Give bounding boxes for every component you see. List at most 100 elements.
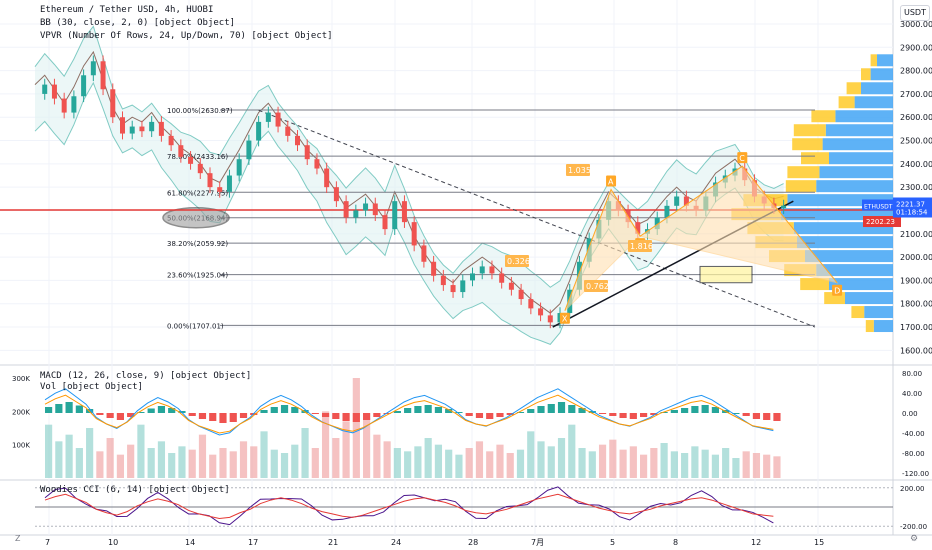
candle-body xyxy=(518,289,524,300)
candle-body xyxy=(372,203,378,216)
volume-bar xyxy=(496,444,504,478)
time-tick-label: 24 xyxy=(391,538,401,547)
vpvr-bar-up xyxy=(864,306,893,319)
timezone-icon[interactable]: Z xyxy=(15,534,21,543)
price-tick-label: 1900.00 xyxy=(900,276,932,285)
macd-histogram-bar xyxy=(516,412,525,413)
volume-bar xyxy=(588,451,596,478)
volume-bar xyxy=(568,424,576,478)
time-tick-label: 14 xyxy=(185,538,195,547)
candle-body xyxy=(304,145,310,160)
candle-body xyxy=(324,168,330,188)
candle-body xyxy=(120,117,126,134)
candle-body xyxy=(450,285,456,293)
harmonic-point-label: X xyxy=(562,315,568,324)
time-tick-label: 21 xyxy=(328,538,338,547)
candle-body xyxy=(421,245,427,262)
price-tick-label: 2100.00 xyxy=(900,230,932,239)
macd-tick-label: -80.00 xyxy=(902,450,925,458)
cci-tick-label: 200.00 xyxy=(900,485,925,493)
volume-bar xyxy=(363,418,371,478)
time-tick-label: 7月 xyxy=(531,538,544,547)
candle-body xyxy=(479,266,485,274)
volume-bar xyxy=(598,444,607,478)
macd-histogram-bar xyxy=(219,413,227,423)
harmonic-ratio-label: 0.326 xyxy=(507,257,530,266)
harmonic-ratio-label: 1.035 xyxy=(568,166,591,175)
vol-tick-label: 100K xyxy=(12,442,30,450)
bb-legend[interactable]: BB (30, close, 2, 0) [object Object] xyxy=(40,18,236,28)
candle-body xyxy=(781,205,787,209)
settings-gear-icon[interactable]: ⚙ xyxy=(910,534,919,544)
harmonic-point-badge xyxy=(606,175,617,187)
candle-body xyxy=(392,201,398,230)
candle-body xyxy=(217,187,223,192)
bollinger-upper xyxy=(34,25,784,288)
macd-histogram-bar xyxy=(147,408,155,413)
volume-bar xyxy=(701,449,709,478)
vpvr-bar-down xyxy=(824,292,845,305)
harmonic-point-label: C xyxy=(739,154,745,163)
macd-histogram-bar xyxy=(239,413,248,418)
macd-histogram-bar xyxy=(763,413,771,420)
candle-body xyxy=(353,210,359,218)
macd-histogram-bar xyxy=(752,413,761,419)
candle-body xyxy=(275,112,281,127)
macd-histogram-bar xyxy=(773,413,781,421)
trendline-dashed xyxy=(258,109,816,328)
vpvr-legend[interactable]: VPVR (Number Of Rows, 24, Up/Down, 70) [… xyxy=(40,31,333,41)
vpvr-bar-up xyxy=(822,138,893,151)
cci-tick-label: -200.00 xyxy=(900,523,927,531)
macd-histogram-bar xyxy=(45,407,53,413)
vol-tick-label: 300K xyxy=(12,375,30,383)
time-tick-label: 7 xyxy=(45,538,50,547)
volume-bar xyxy=(219,448,227,478)
candle-body xyxy=(236,159,242,176)
vpvr-bar-up xyxy=(873,320,893,333)
price-tick-label: 1700.00 xyxy=(900,323,932,332)
macd-tick-label: -40.00 xyxy=(902,430,925,438)
candle-body xyxy=(207,173,213,188)
volume-bar xyxy=(722,448,730,478)
volume-bar xyxy=(342,421,350,478)
fib-level-label: 78.60%(2433.16) xyxy=(167,153,228,161)
symbol-title: Ethereum / Tether USD, 4h, HUOBI xyxy=(40,5,214,15)
volume-bar xyxy=(414,446,422,478)
volume-bar xyxy=(45,424,53,478)
macd-histogram-bar xyxy=(75,405,83,413)
vpvr-bar-down xyxy=(785,180,817,193)
macd-histogram-bar xyxy=(260,410,268,413)
macd-legend[interactable]: MACD (12, 26, close, 9) [object Object] xyxy=(40,371,252,381)
harmonic-ratio-label: 0.762 xyxy=(586,282,609,291)
candle-body xyxy=(654,217,660,230)
vpvr-bar-up xyxy=(805,250,893,263)
price-tick-label: 3000.00 xyxy=(900,20,932,29)
macd-histogram-bar xyxy=(445,409,453,413)
currency-badge[interactable]: USDT xyxy=(900,5,930,21)
cci-legend[interactable]: Woodies CCI (6, 14) [object Object] xyxy=(40,485,230,495)
candle-body xyxy=(431,261,437,276)
last-price-timer: 01:18:54 xyxy=(896,208,928,216)
price-tick-label: 2800.00 xyxy=(900,67,932,76)
harmonic-point-badge xyxy=(832,284,843,296)
candle-body xyxy=(110,89,116,118)
candle-body xyxy=(226,175,232,192)
macd-histogram-bar xyxy=(332,413,340,419)
harmonic-point-badge xyxy=(559,312,570,324)
vol-tick-label: 200K xyxy=(12,408,30,416)
volume-bar xyxy=(270,449,278,478)
vol-legend[interactable]: Vol [object Object] xyxy=(40,382,143,392)
macd-tick-label: 80.00 xyxy=(902,370,922,378)
red-level-tag xyxy=(863,216,901,228)
volume-bar xyxy=(516,449,525,478)
vpvr-bar-up xyxy=(781,208,893,221)
vpvr-bar-up xyxy=(829,152,893,165)
volume-bar xyxy=(445,449,453,478)
candle-body xyxy=(129,126,135,134)
volume-bar xyxy=(578,448,586,478)
candle-body xyxy=(401,201,407,223)
vpvr-bar-down xyxy=(846,82,861,95)
macd-histogram-bar xyxy=(96,413,104,415)
volume-bar xyxy=(188,449,196,478)
